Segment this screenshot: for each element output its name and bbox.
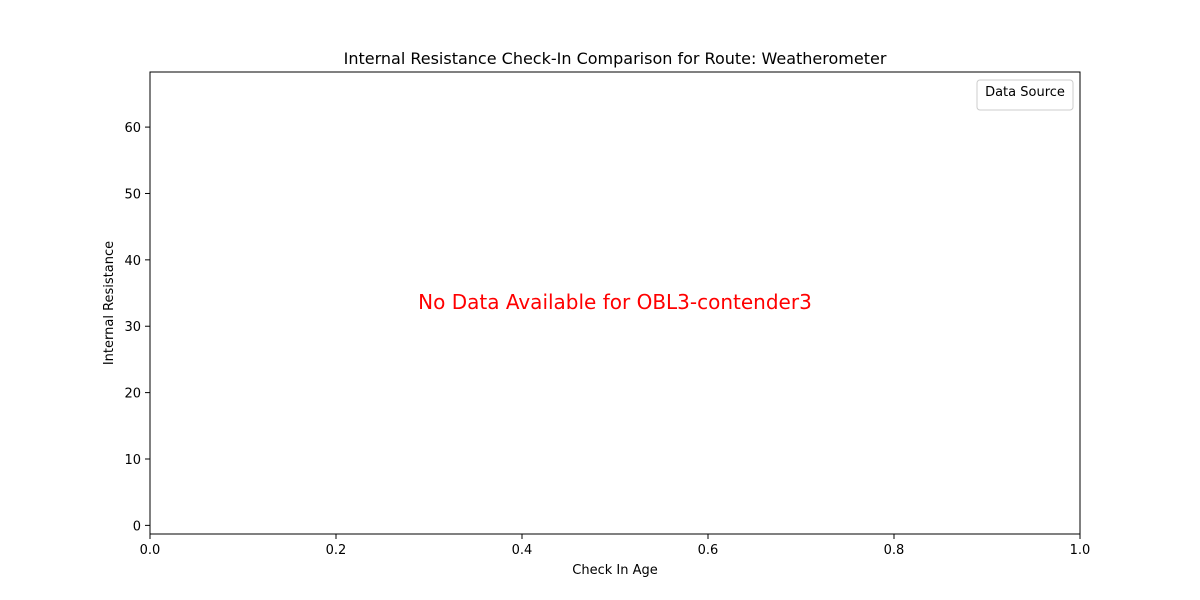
- plot-area: [149, 71, 1081, 535]
- x-axis-label: Check In Age: [572, 563, 657, 578]
- y-tick-label: 30: [124, 320, 141, 335]
- x-axis-ticks: 0.0 0.2 0.4 0.6 0.8 1.0: [140, 534, 1091, 558]
- y-tick-label: 60: [124, 121, 141, 136]
- y-tick-label: 50: [124, 187, 141, 202]
- x-tick-label: 0.4: [512, 543, 533, 558]
- x-tick-label: 0.8: [884, 543, 905, 558]
- legend: Data Source: [976, 79, 1074, 111]
- y-tick-label: 0: [133, 519, 141, 534]
- legend-title: Data Source: [985, 85, 1065, 100]
- x-tick-label: 0.2: [326, 543, 347, 558]
- legend-box: [976, 79, 1074, 111]
- y-axis-ticks: 0 10 20 30 40 50 60: [124, 121, 150, 534]
- y-tick-label: 40: [124, 254, 141, 269]
- x-tick-label: 0.0: [140, 543, 161, 558]
- no-data-annotation: No Data Available for OBL3-contender3: [418, 290, 812, 314]
- y-tick-label: 10: [124, 453, 141, 468]
- x-tick-label: 1.0: [1070, 543, 1091, 558]
- x-tick-label: 0.6: [698, 543, 719, 558]
- plot-frame: [149, 71, 1081, 535]
- y-axis-label: Internal Resistance: [102, 241, 117, 365]
- y-tick-label: 20: [124, 387, 141, 402]
- chart-title: Internal Resistance Check-In Comparison …: [344, 49, 887, 68]
